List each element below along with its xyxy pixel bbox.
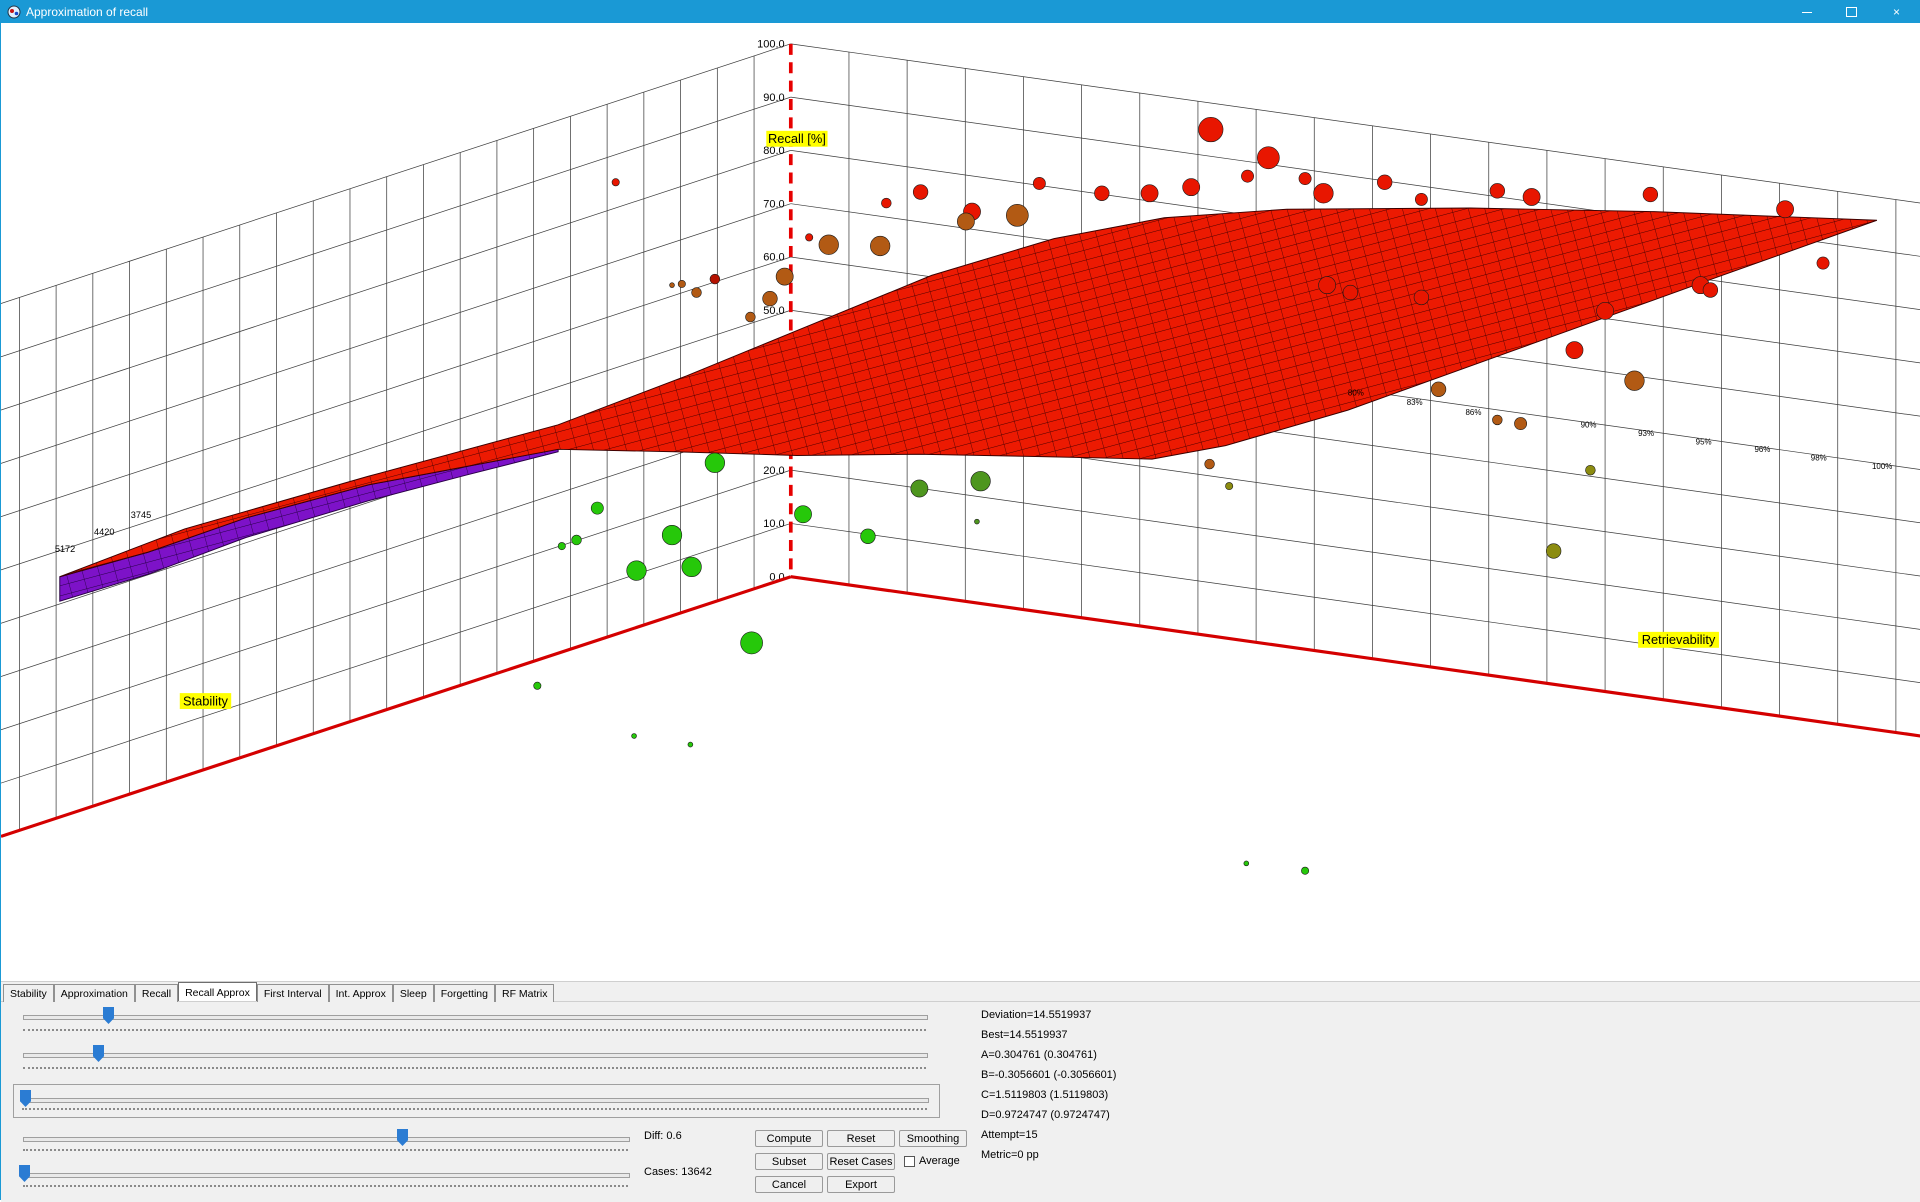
- svg-text:90%: 90%: [1581, 420, 1597, 429]
- param-slider-1-ticks: [23, 1029, 926, 1031]
- maximize-button[interactable]: [1829, 1, 1874, 23]
- stat-c: C=1.5119803 (1.5119803): [981, 1089, 1108, 1101]
- wide-slider-thumb[interactable]: [20, 1090, 31, 1107]
- recall-3d-plot: 0.010.020.030.040.050.060.070.080.090.01…: [1, 23, 1920, 981]
- svg-text:50.0: 50.0: [763, 305, 784, 317]
- svg-text:20.0: 20.0: [763, 465, 784, 477]
- param-slider-1-thumb[interactable]: [103, 1007, 114, 1024]
- tab-int-approx[interactable]: Int. Approx: [329, 984, 393, 1002]
- tab-sleep[interactable]: Sleep: [393, 984, 434, 1002]
- titlebar: Approximation of recall ×: [1, 1, 1919, 23]
- svg-text:80%: 80%: [1348, 388, 1364, 397]
- svg-text:5172: 5172: [55, 544, 75, 554]
- wide-slider-track[interactable]: [22, 1098, 929, 1103]
- tab-recall[interactable]: Recall: [135, 984, 178, 1002]
- maximize-icon: [1846, 7, 1857, 17]
- stat-deviation: Deviation=14.5519937: [981, 1009, 1091, 1021]
- svg-text:Stability: Stability: [183, 693, 229, 708]
- average-checkbox[interactable]: [904, 1156, 915, 1167]
- subset-button[interactable]: Subset: [755, 1153, 823, 1170]
- minimize-button[interactable]: [1784, 1, 1829, 23]
- stat-b: B=-0.3056601 (-0.3056601): [981, 1069, 1116, 1081]
- approximation-surface: [60, 208, 1877, 577]
- smoothing-button[interactable]: Smoothing: [899, 1130, 967, 1147]
- diff-slider-ticks: [23, 1149, 628, 1151]
- wide-slider-ticks: [22, 1108, 927, 1110]
- param-slider-1-track[interactable]: [23, 1015, 928, 1020]
- svg-text:80.0: 80.0: [763, 145, 784, 157]
- control-panel: StabilityApproximationRecallRecall Appro…: [1, 981, 1920, 1202]
- recall-axis-title: Recall [%]: [766, 131, 827, 147]
- stat-attempt: Attempt=15: [981, 1129, 1038, 1141]
- stability-axis-title: Stability: [180, 693, 231, 709]
- tab-recall-approx[interactable]: Recall Approx: [178, 982, 257, 1001]
- diff-slider-thumb[interactable]: [397, 1129, 408, 1146]
- svg-text:83%: 83%: [1407, 398, 1423, 407]
- svg-text:98%: 98%: [1811, 453, 1827, 462]
- svg-text:3745: 3745: [131, 510, 151, 520]
- diff-slider-track[interactable]: [23, 1137, 630, 1142]
- app-icon: [7, 5, 21, 19]
- retrievability-axis: [791, 577, 1920, 736]
- stability-axis: [1, 577, 791, 837]
- svg-text:93%: 93%: [1638, 429, 1654, 438]
- svg-text:90.0: 90.0: [763, 92, 784, 104]
- svg-text:95%: 95%: [1696, 437, 1712, 446]
- average-checkbox-row: Average: [904, 1155, 960, 1167]
- stat-best: Best=14.5519937: [981, 1029, 1068, 1041]
- cases-slider-thumb[interactable]: [19, 1165, 30, 1182]
- cases-label: Cases: 13642: [644, 1166, 712, 1178]
- minimize-icon: [1802, 12, 1812, 13]
- stat-metric: Metric=0 pp: [981, 1149, 1039, 1161]
- close-icon: ×: [1893, 5, 1900, 19]
- tab-approximation[interactable]: Approximation: [54, 984, 135, 1002]
- svg-text:100%: 100%: [1872, 462, 1892, 471]
- svg-text:70.0: 70.0: [763, 198, 784, 210]
- svg-text:10.0: 10.0: [763, 518, 784, 530]
- svg-text:4420: 4420: [94, 527, 114, 537]
- close-button[interactable]: ×: [1874, 1, 1919, 23]
- svg-text:100.0: 100.0: [757, 38, 785, 50]
- param-slider-2-thumb[interactable]: [93, 1045, 104, 1062]
- export-button[interactable]: Export: [827, 1176, 895, 1193]
- reset-cases-button[interactable]: Reset Cases: [827, 1153, 895, 1170]
- svg-text:Recall [%]: Recall [%]: [768, 131, 826, 146]
- cases-slider-track[interactable]: [23, 1173, 630, 1178]
- param-slider-2-ticks: [23, 1067, 926, 1069]
- recall-3d-chart: 0.010.020.030.040.050.060.070.080.090.01…: [1, 23, 1920, 981]
- svg-text:60.0: 60.0: [763, 252, 784, 264]
- param-slider-2-track[interactable]: [23, 1053, 928, 1058]
- tab-stability[interactable]: Stability: [3, 984, 54, 1002]
- reset-button[interactable]: Reset: [827, 1130, 895, 1147]
- stat-d: D=0.9724747 (0.9724747): [981, 1109, 1110, 1121]
- tab-first-interval[interactable]: First Interval: [257, 984, 329, 1002]
- svg-text:96%: 96%: [1754, 445, 1770, 454]
- compute-button[interactable]: Compute: [755, 1130, 823, 1147]
- svg-text:Retrievability: Retrievability: [1642, 632, 1716, 647]
- diff-label: Diff: 0.6: [644, 1130, 682, 1142]
- cases-slider-ticks: [23, 1185, 628, 1187]
- average-label: Average: [919, 1155, 960, 1167]
- tab-rf-matrix[interactable]: RF Matrix: [495, 984, 555, 1002]
- retrievability-axis-title: Retrievability: [1638, 632, 1719, 648]
- wide-slider-box: [13, 1084, 940, 1118]
- tab-strip: StabilityApproximationRecallRecall Appro…: [1, 982, 1920, 1002]
- surface-underside: [60, 449, 558, 601]
- app-window: { "window": { "title": "Approximation of…: [0, 0, 1920, 1200]
- tab-forgetting[interactable]: Forgetting: [434, 984, 495, 1002]
- window-title: Approximation of recall: [26, 5, 148, 19]
- window-controls: ×: [1784, 1, 1919, 23]
- stat-a: A=0.304761 (0.304761): [981, 1049, 1097, 1061]
- recall-tick-labels: 0.010.020.030.040.050.060.070.080.090.01…: [757, 38, 785, 583]
- cancel-button[interactable]: Cancel: [755, 1176, 823, 1193]
- svg-text:86%: 86%: [1465, 408, 1481, 417]
